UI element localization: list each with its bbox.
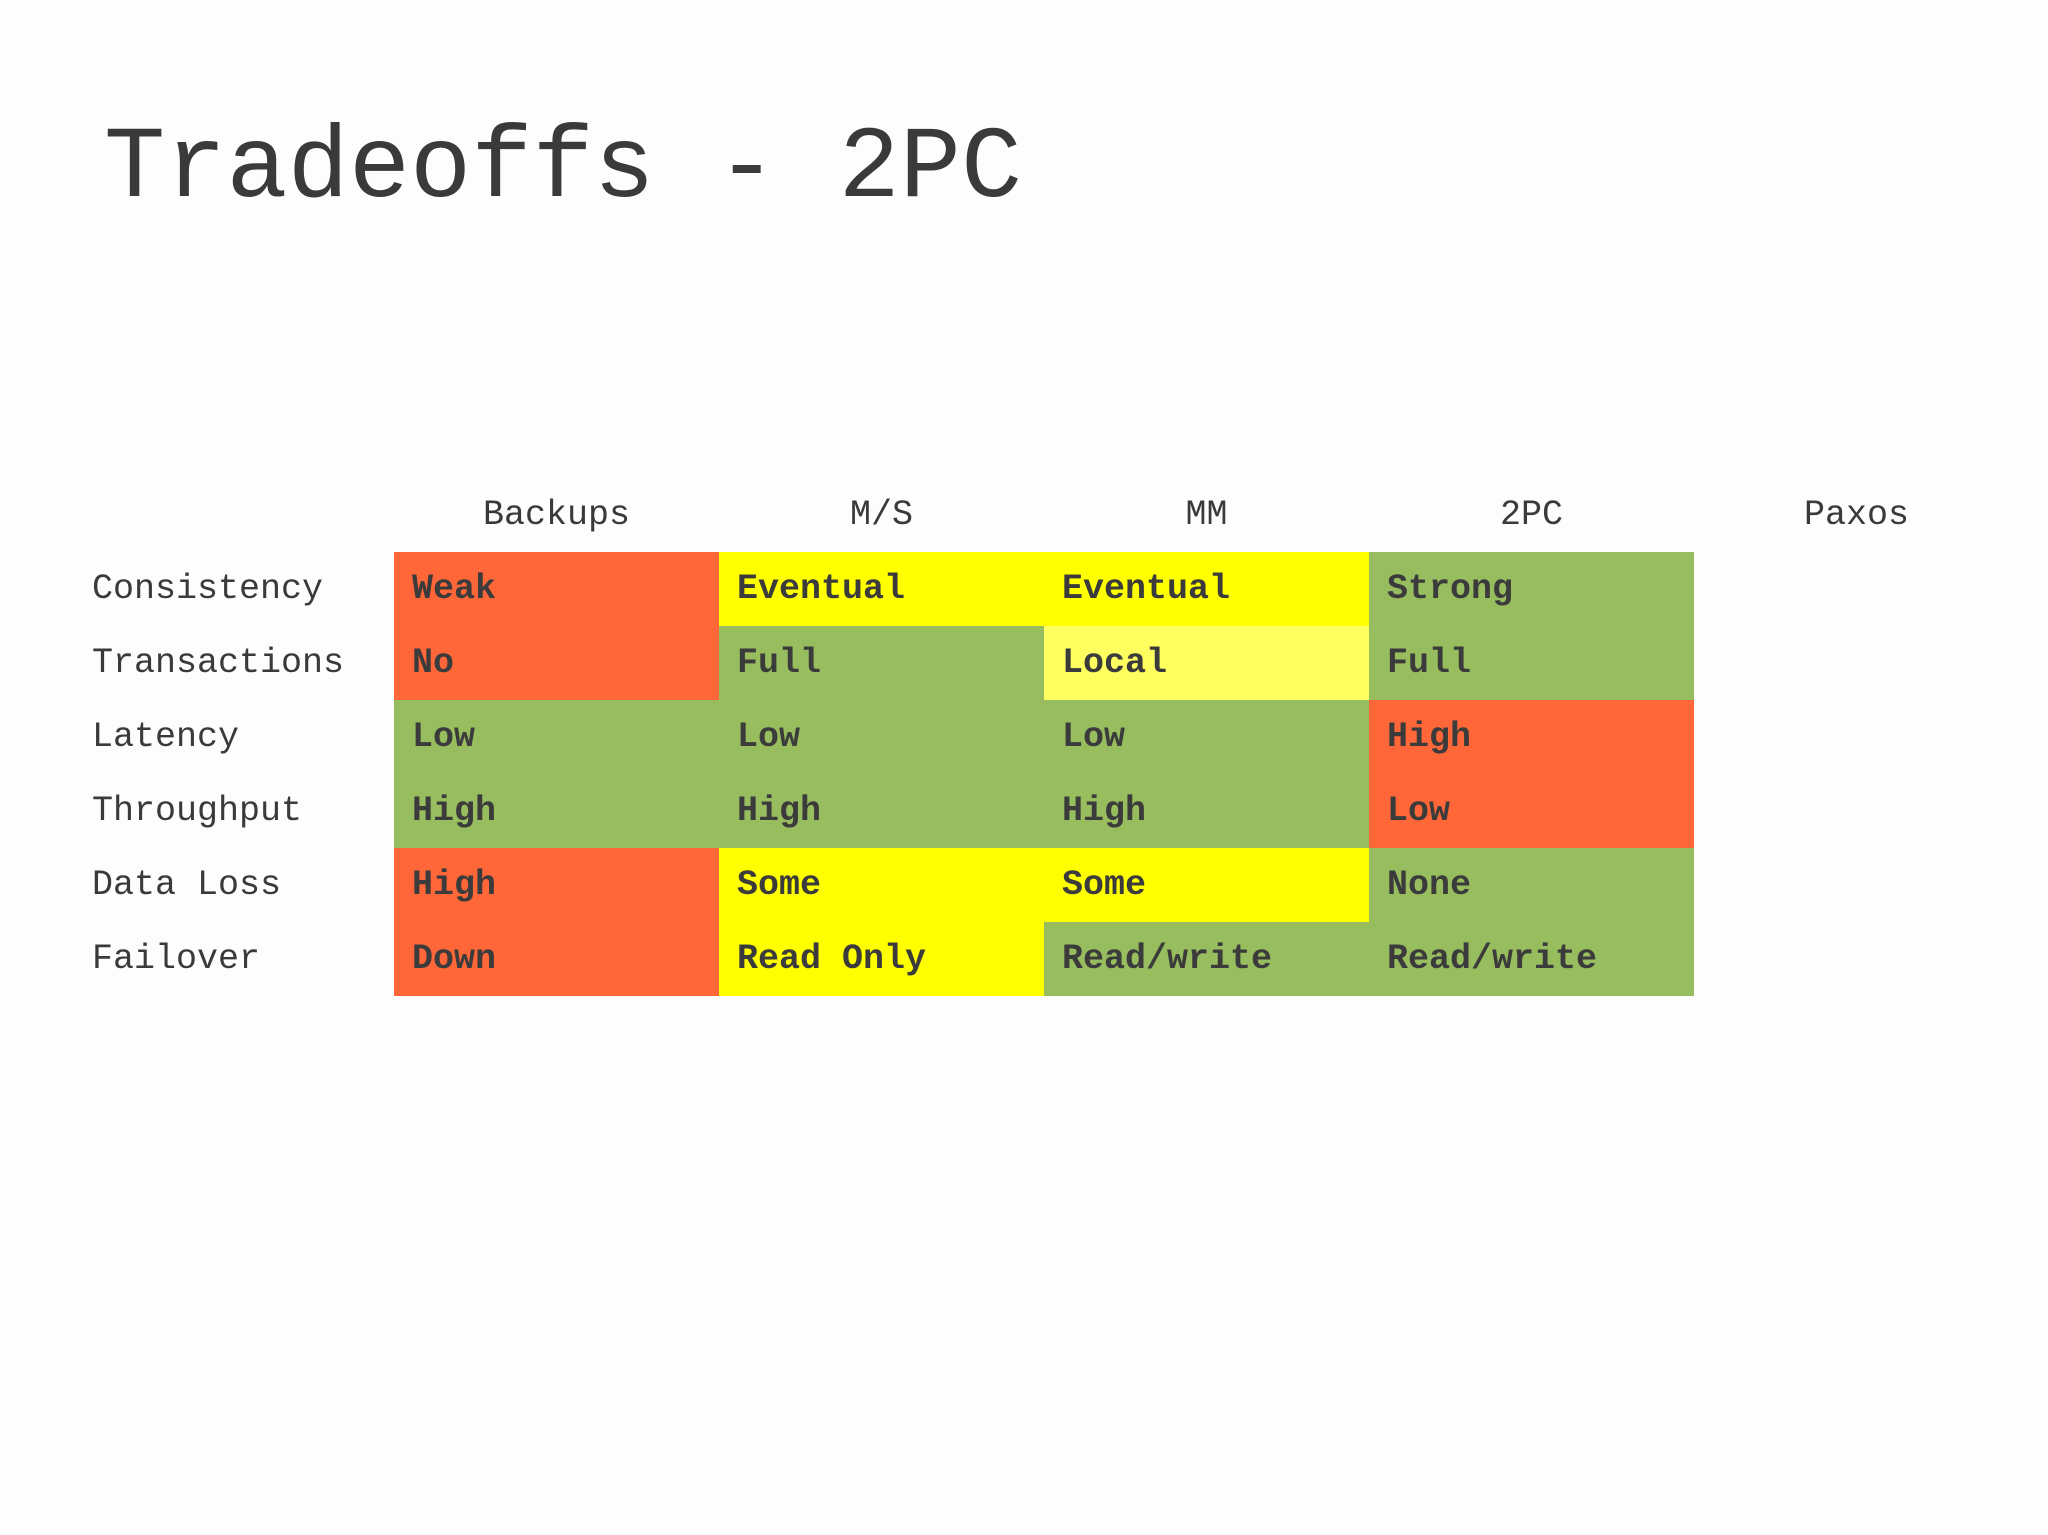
column-header-backups: Backups: [482, 495, 631, 535]
slide-title: Tradeoffs - 2PC: [104, 111, 1023, 227]
cell-latency-master-slave: Low: [719, 700, 1044, 774]
row-label-latency: Latency: [92, 717, 240, 757]
cell-failover-master-slave: Read Only: [719, 922, 1044, 996]
cell-failover-paxos: [1694, 922, 2019, 996]
cell-consistency-multi-master: Eventual: [1044, 552, 1369, 626]
cell-latency-paxos: [1694, 700, 2019, 774]
cell-throughput-paxos: [1694, 774, 2019, 848]
table-row: Latency Low Low Low High: [80, 700, 2019, 774]
cell-latency-2pc: High: [1369, 700, 1694, 774]
cell-throughput-master-slave: High: [719, 774, 1044, 848]
cell-failover-2pc: Read/write: [1369, 922, 1694, 996]
cell-transactions-backups: No: [394, 626, 719, 700]
table-row: Failover Down Read Only Read/write Read/…: [80, 922, 2019, 996]
row-label-consistency: Consistency: [92, 569, 324, 609]
cell-transactions-master-slave: Full: [719, 626, 1044, 700]
cell-transactions-2pc: Full: [1369, 626, 1694, 700]
column-header-multi-master: MM: [1185, 495, 1228, 535]
column-header-2pc: 2PC: [1499, 495, 1563, 535]
cell-transactions-multi-master: Local: [1044, 626, 1369, 700]
table-header: Backups M/S MM 2PC Paxos: [80, 478, 2019, 552]
row-label-data-loss: Data Loss: [92, 865, 282, 905]
row-label-transactions: Transactions: [92, 643, 345, 683]
cell-consistency-paxos: [1694, 552, 2019, 626]
header-row: Backups M/S MM 2PC Paxos: [80, 478, 2019, 552]
cell-throughput-backups: High: [394, 774, 719, 848]
cell-failover-multi-master: Read/write: [1044, 922, 1369, 996]
tradeoffs-table: Backups M/S MM 2PC Paxos Consistency Wea…: [80, 478, 2019, 996]
cell-data-loss-paxos: [1694, 848, 2019, 922]
table-body: Consistency Weak Eventual Eventual Stron…: [80, 552, 2019, 996]
column-header-master-slave: M/S: [849, 495, 913, 535]
cell-throughput-multi-master: High: [1044, 774, 1369, 848]
table-row: Consistency Weak Eventual Eventual Stron…: [80, 552, 2019, 626]
cell-data-loss-master-slave: Some: [719, 848, 1044, 922]
table-row: Throughput High High High Low: [80, 774, 2019, 848]
cell-consistency-2pc: Strong: [1369, 552, 1694, 626]
cell-latency-multi-master: Low: [1044, 700, 1369, 774]
cell-consistency-master-slave: Eventual: [719, 552, 1044, 626]
cell-throughput-2pc: Low: [1369, 774, 1694, 848]
cell-consistency-backups: Weak: [394, 552, 719, 626]
cell-failover-backups: Down: [394, 922, 719, 996]
column-header-paxos: Paxos: [1803, 495, 1910, 535]
table-row: Transactions No Full Local Full: [80, 626, 2019, 700]
row-label-throughput: Throughput: [92, 791, 303, 831]
row-label-failover: Failover: [92, 939, 261, 979]
table-row: Data Loss High Some Some None: [80, 848, 2019, 922]
header-corner: [80, 478, 394, 552]
cell-data-loss-2pc: None: [1369, 848, 1694, 922]
cell-data-loss-backups: High: [394, 848, 719, 922]
cell-latency-backups: Low: [394, 700, 719, 774]
cell-transactions-paxos: [1694, 626, 2019, 700]
cell-data-loss-multi-master: Some: [1044, 848, 1369, 922]
